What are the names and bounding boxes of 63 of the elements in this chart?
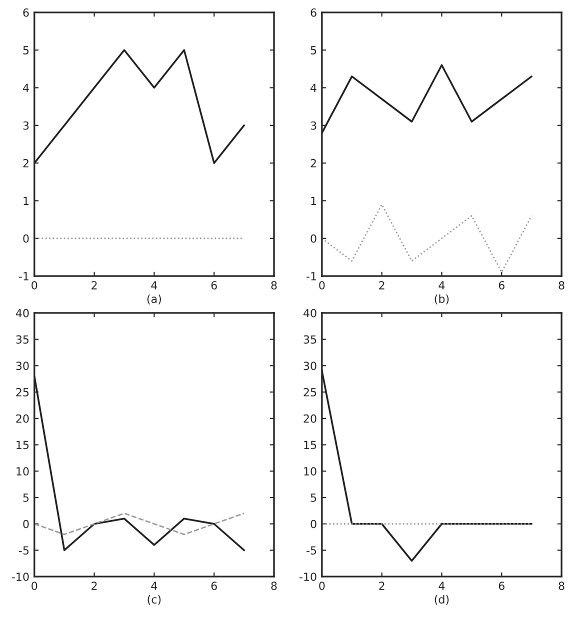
y-tick-label: 4: [22, 84, 29, 92]
x-tick-label: 2: [92, 582, 97, 590]
x-tick-label: 8: [558, 582, 564, 590]
x-tick-label: 0: [319, 281, 325, 290]
x-tick-label: 0: [32, 281, 38, 290]
line-series: [322, 204, 532, 273]
x-tick-label: 8: [558, 281, 564, 290]
x-tick-label: 4: [151, 582, 158, 590]
y-tick-label: 20: [16, 414, 29, 423]
x-tick-label: 4: [438, 281, 445, 290]
y-tick-label: 35: [16, 335, 29, 344]
x-tick-label: 2: [379, 582, 384, 590]
y-tick-label: -1: [306, 272, 316, 280]
y-tick-label: 3: [23, 121, 29, 130]
x-tick-label: 0: [32, 582, 38, 590]
y-tick-label: -1: [18, 272, 28, 280]
x-axis-title: (b): [434, 294, 449, 304]
y-tick-label: 25: [16, 388, 29, 396]
y-tick-label: 35: [304, 335, 316, 344]
y-tick-label: 10: [16, 467, 29, 476]
y-tick-label: 30: [304, 362, 316, 370]
y-tick-label: 5: [310, 46, 316, 54]
y-tick-label: 15: [304, 440, 316, 450]
x-tick-label: 0: [319, 582, 325, 590]
x-axis-title: (d): [434, 594, 449, 605]
x-tick-label: 8: [271, 281, 277, 290]
x-tick-label: 6: [498, 582, 504, 590]
y-tick-label: 2: [310, 159, 316, 168]
y-tick-label: 5: [23, 494, 29, 502]
x-tick-label: 6: [211, 281, 217, 290]
y-tick-label: 40: [303, 308, 316, 318]
y-tick-label: 10: [304, 467, 316, 476]
x-tick-label: 6: [498, 281, 504, 290]
x-tick-label: 8: [271, 582, 277, 590]
y-tick-label: -10: [12, 572, 29, 581]
x-tick-label: 2: [379, 281, 384, 290]
x-tick-label: 6: [211, 582, 217, 590]
y-tick-label: 30: [16, 362, 29, 370]
y-tick-label: 25: [304, 388, 316, 396]
y-tick-label: 0: [23, 234, 29, 243]
y-tick-label: 1: [24, 196, 28, 205]
y-tick-label: 1: [311, 196, 316, 205]
y-tick-label: -10: [299, 572, 316, 581]
y-tick-label: 20: [304, 414, 316, 423]
y-tick-label: 6: [23, 8, 29, 17]
x-tick-label: 2: [92, 281, 97, 290]
y-tick-label: 5: [23, 46, 29, 54]
y-tick-label: 0: [310, 520, 316, 528]
y-tick-label: 40: [16, 308, 29, 318]
y-tick-label: -5: [306, 546, 316, 555]
x-tick-label: 4: [438, 582, 445, 590]
y-tick-label: 15: [16, 440, 29, 450]
y-tick-label: 5: [310, 494, 316, 502]
y-tick-label: 0: [310, 234, 316, 243]
y-tick-label: 6: [310, 8, 316, 17]
y-tick-label: 4: [310, 84, 316, 92]
x-axis-title: (c): [148, 595, 161, 605]
y-tick-label: -5: [18, 546, 29, 555]
y-tick-label: 3: [310, 121, 316, 130]
x-tick-label: 4: [151, 281, 158, 290]
y-tick-label: 2: [23, 159, 28, 168]
x-axis-title: (a): [147, 294, 161, 304]
y-tick-label: 0: [23, 520, 29, 528]
